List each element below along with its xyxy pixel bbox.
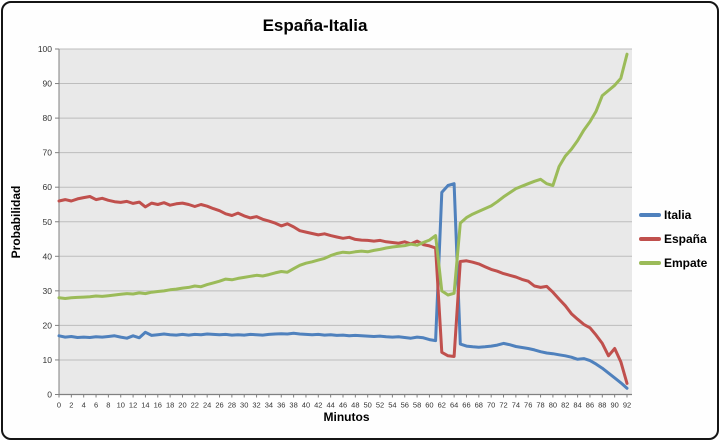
x-tick-label: 54 xyxy=(388,401,396,410)
x-tick-label: 12 xyxy=(129,401,137,410)
x-tick-label: 84 xyxy=(573,401,581,410)
x-tick-label: 64 xyxy=(450,401,458,410)
y-tick-label: 100 xyxy=(38,44,52,54)
y-tick-label: 20 xyxy=(43,320,53,330)
x-tick-label: 22 xyxy=(191,401,199,410)
legend-label-espana: España xyxy=(664,232,707,246)
legend-swatch-italia-icon xyxy=(639,213,661,217)
legend-item-empate: Empate xyxy=(639,256,707,270)
x-tick-label: 28 xyxy=(228,401,236,410)
x-tick-label: 4 xyxy=(82,401,86,410)
series-line-italia xyxy=(57,182,629,390)
legend-item-espana: España xyxy=(639,232,707,246)
x-tick-label: 38 xyxy=(289,401,297,410)
x-tick-label: 14 xyxy=(141,401,149,410)
x-tick-label: 92 xyxy=(623,401,631,410)
y-tick-label: 70 xyxy=(43,148,53,158)
x-tick-label: 24 xyxy=(203,401,211,410)
x-tick-label: 74 xyxy=(512,401,520,410)
legend-swatch-empate-icon xyxy=(639,261,661,265)
x-tick-label: 52 xyxy=(376,401,384,410)
x-tick-label: 68 xyxy=(475,401,483,410)
y-tick-label: 30 xyxy=(43,286,53,296)
x-tick-label: 6 xyxy=(94,401,98,410)
x-tick-label: 20 xyxy=(178,401,186,410)
legend-item-italia: Italia xyxy=(639,208,707,222)
y-tick-label: 40 xyxy=(43,251,53,261)
series-line-españa xyxy=(57,195,629,385)
x-tick-label: 70 xyxy=(487,401,495,410)
x-tick-label: 90 xyxy=(610,401,618,410)
y-tick-label: 90 xyxy=(43,79,53,89)
legend-swatch-espana-icon xyxy=(639,237,661,241)
x-tick-label: 58 xyxy=(413,401,421,410)
chart-title: España-Italia xyxy=(262,16,368,35)
x-tick-label: 10 xyxy=(117,401,125,410)
series-line-empate xyxy=(57,52,629,300)
x-tick-label: 60 xyxy=(425,401,433,410)
x-tick-label: 32 xyxy=(252,401,260,410)
x-tick-label: 62 xyxy=(438,401,446,410)
x-tick-label: 56 xyxy=(401,401,409,410)
x-tick-label: 48 xyxy=(351,401,359,410)
x-tick-label: 80 xyxy=(549,401,557,410)
x-tick-label: 88 xyxy=(598,401,606,410)
y-tick-label: 50 xyxy=(43,217,53,227)
legend-label-empate: Empate xyxy=(664,256,708,270)
y-tick-label: 0 xyxy=(47,390,52,400)
x-tick-label: 30 xyxy=(240,401,248,410)
x-tick-label: 0 xyxy=(57,401,61,410)
x-tick-label: 72 xyxy=(499,401,507,410)
x-tick-label: 26 xyxy=(215,401,223,410)
x-tick-label: 44 xyxy=(326,401,334,410)
x-tick-label: 8 xyxy=(106,401,110,410)
x-tick-label: 50 xyxy=(364,401,372,410)
x-axis-title: Minutos xyxy=(323,410,370,424)
legend-label-italia: Italia xyxy=(664,208,692,222)
x-tick-label: 76 xyxy=(524,401,532,410)
x-tick-label: 66 xyxy=(462,401,470,410)
x-tick-label: 82 xyxy=(561,401,569,410)
x-tick-label: 42 xyxy=(314,401,322,410)
y-tick-label: 10 xyxy=(43,355,53,365)
x-tick-label: 36 xyxy=(277,401,285,410)
x-tick-label: 40 xyxy=(302,401,310,410)
x-tick-label: 16 xyxy=(154,401,162,410)
x-tick-label: 46 xyxy=(339,401,347,410)
y-tick-label: 80 xyxy=(43,113,53,123)
x-tick-label: 18 xyxy=(166,401,174,410)
x-tick-label: 34 xyxy=(265,401,273,410)
x-tick-label: 86 xyxy=(586,401,594,410)
x-tick-label: 2 xyxy=(69,401,73,410)
x-tick-label: 78 xyxy=(536,401,544,410)
y-tick-label: 60 xyxy=(43,182,53,192)
chart-legend: Italia España Empate xyxy=(639,208,707,280)
